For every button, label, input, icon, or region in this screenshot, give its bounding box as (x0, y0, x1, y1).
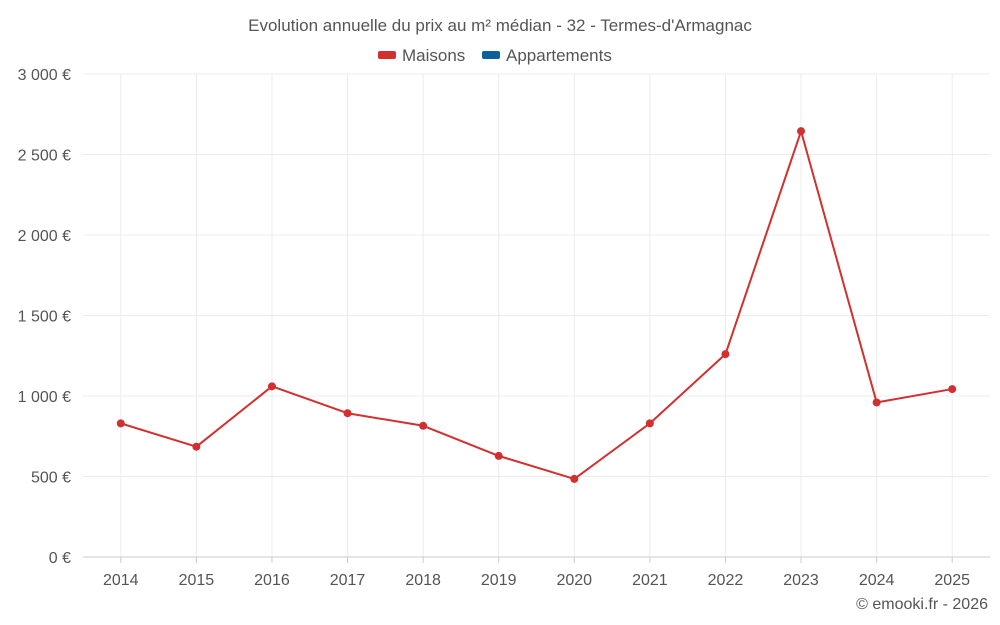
x-tick-label: 2017 (330, 572, 366, 589)
y-tick-label: 1 000 € (18, 389, 71, 406)
data-point-maisons-2020[interactable] (570, 474, 579, 483)
legend-label-maisons: Maisons (402, 46, 465, 65)
x-tick-label: 2024 (859, 572, 895, 589)
x-tick-label: 2021 (632, 572, 668, 589)
data-point-maisons-2019[interactable] (494, 451, 503, 460)
data-point-maisons-2025[interactable] (948, 385, 957, 394)
data-point-maisons-2022[interactable] (721, 350, 730, 359)
x-tick-label: 2014 (103, 572, 139, 589)
legend-item-maisons[interactable]: Maisons (378, 46, 465, 65)
x-tick-label: 2019 (481, 572, 517, 589)
data-point-maisons-2023[interactable] (797, 127, 806, 136)
x-tick-label: 2022 (708, 572, 744, 589)
x-tick-label: 2018 (405, 572, 441, 589)
data-point-maisons-2024[interactable] (872, 398, 881, 407)
y-tick-label: 0 € (49, 550, 71, 567)
credit-text: © emooki.fr - 2026 (856, 596, 988, 613)
chart-title: Evolution annuelle du prix au m² médian … (248, 16, 752, 35)
legend-swatch-appartements (482, 51, 500, 59)
data-point-maisons-2015[interactable] (192, 442, 201, 451)
x-tick-label: 2023 (783, 572, 819, 589)
data-point-maisons-2016[interactable] (267, 382, 276, 391)
data-point-maisons-2017[interactable] (343, 409, 352, 418)
y-tick-label: 1 500 € (18, 309, 71, 326)
x-tick-label: 2025 (934, 572, 970, 589)
y-axis: 0 € 500 € 1 000 € 1 500 € 2 000 € 2 500 € 3 00… (18, 67, 71, 567)
x-tick-label: 2015 (179, 572, 215, 589)
y-tick-label: 3 000 € (18, 67, 71, 84)
series-line-maisons[interactable] (120, 130, 953, 480)
y-tick-label: 2 500 € (18, 148, 71, 165)
data-point-maisons-2021[interactable] (645, 419, 654, 428)
data-point-maisons-2014[interactable] (116, 419, 125, 428)
y-tick-label: 2 000 € (18, 228, 71, 245)
series-layer (116, 127, 957, 483)
y-tick-label: 500 € (31, 470, 71, 487)
x-tick-label: 2020 (556, 572, 592, 589)
grid (83, 73, 990, 557)
legend[interactable]: Maisons Appartements (378, 46, 612, 65)
legend-swatch-maisons (378, 51, 396, 59)
x-tick-label: 2016 (254, 572, 290, 589)
data-point-maisons-2018[interactable] (419, 421, 428, 430)
x-axis: 2014 2015 2016 2017 2018 2019 2020 2021 2022 2023… (83, 556, 990, 589)
legend-label-appartements: Appartements (506, 46, 612, 65)
legend-item-appartements[interactable]: Appartements (482, 46, 612, 65)
